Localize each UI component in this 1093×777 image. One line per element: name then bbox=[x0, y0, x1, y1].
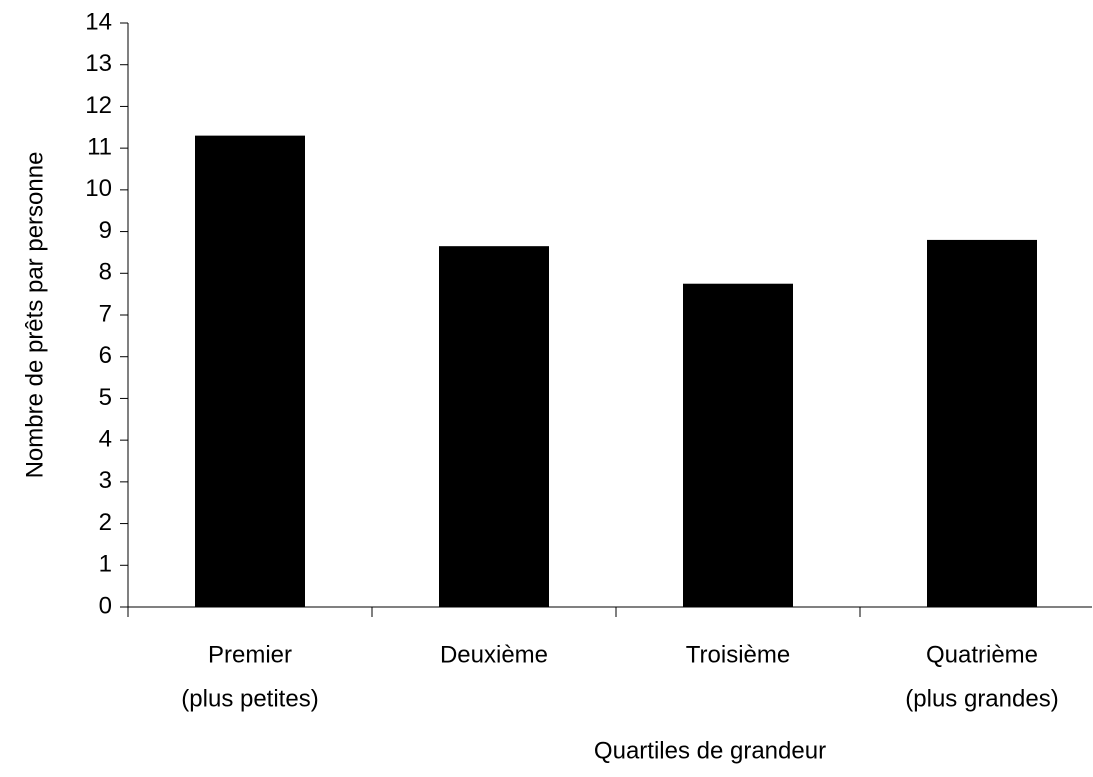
bar bbox=[439, 246, 549, 607]
x-tick-label: Premier bbox=[208, 641, 292, 668]
y-tick-label: 5 bbox=[99, 384, 112, 411]
x-axis-label: Quartiles de grandeur bbox=[594, 737, 826, 764]
y-tick-label: 11 bbox=[87, 133, 112, 160]
x-tick-label: Quatrième bbox=[926, 641, 1038, 668]
y-tick-label: 8 bbox=[99, 259, 112, 286]
y-tick-label: 3 bbox=[99, 467, 112, 494]
y-tick-label: 1 bbox=[99, 551, 112, 578]
y-tick-label: 0 bbox=[99, 592, 112, 619]
x-tick-label: Troisième bbox=[686, 641, 790, 668]
y-tick-label: 10 bbox=[85, 175, 112, 202]
y-tick-label: 9 bbox=[99, 217, 112, 244]
x-tick-label: (plus petites) bbox=[181, 685, 318, 712]
bar bbox=[195, 135, 305, 607]
y-tick-label: 14 bbox=[85, 8, 112, 35]
bar bbox=[927, 239, 1037, 607]
y-tick-label: 12 bbox=[85, 92, 112, 119]
y-tick-label: 2 bbox=[99, 509, 112, 536]
bar bbox=[683, 283, 793, 607]
y-tick-label: 13 bbox=[85, 50, 112, 77]
y-axis-label: Nombre de prêts par personne bbox=[21, 152, 48, 479]
y-tick-label: 6 bbox=[99, 342, 112, 369]
y-tick-label: 7 bbox=[99, 300, 112, 327]
x-tick-label: (plus grandes) bbox=[905, 685, 1058, 712]
x-tick-label: Deuxième bbox=[440, 641, 548, 668]
y-tick-label: 4 bbox=[99, 425, 112, 452]
